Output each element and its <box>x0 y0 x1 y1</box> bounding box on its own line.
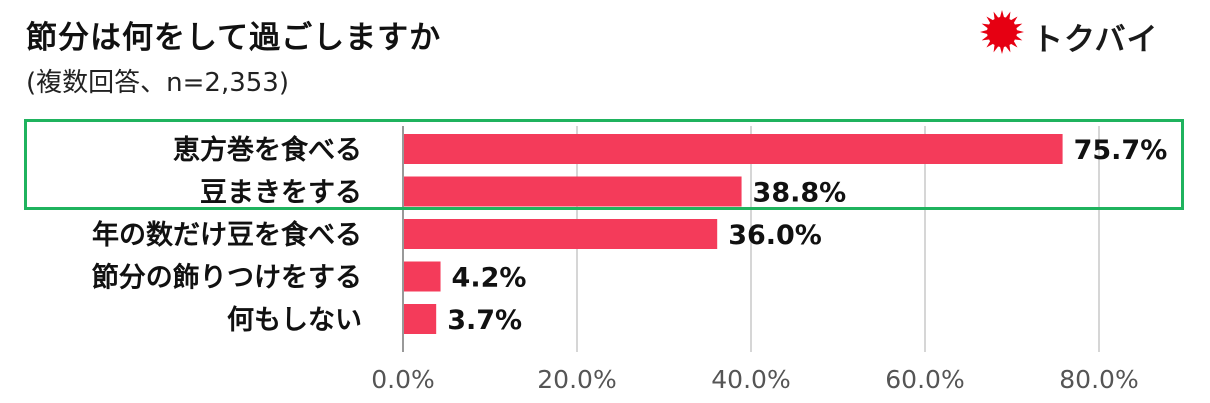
data-label: 38.8% <box>753 178 847 209</box>
logo-text: トクバイ <box>1032 22 1159 58</box>
x-tick-label: 0.0% <box>371 365 435 394</box>
chart-title: 節分は何をして過ごしますか <box>26 20 442 56</box>
category-label: 何もしない <box>227 305 362 336</box>
bar <box>404 219 718 249</box>
category-label: 年の数だけ豆を食べる <box>92 219 362 251</box>
red-sun-icon <box>980 10 1024 54</box>
bar <box>404 134 1063 164</box>
data-label: 75.7% <box>1074 135 1168 166</box>
x-tick-label: 80.0% <box>1059 365 1138 394</box>
brand-logo: トクバイ <box>978 8 1168 58</box>
x-tick-label: 40.0% <box>711 365 790 394</box>
category-label: 恵方巻を食べる <box>173 134 362 166</box>
bar <box>404 176 742 207</box>
chart-subtitle: (複数回答、n=2,353) <box>26 68 289 98</box>
category-label: 豆まきをする <box>200 178 362 209</box>
x-tick-label: 20.0% <box>537 365 616 394</box>
x-tick-label: 60.0% <box>885 365 964 394</box>
category-label: 節分の飾りつけをする <box>92 262 362 294</box>
bar <box>404 261 441 292</box>
highlight-box <box>24 119 1184 210</box>
data-label: 4.2% <box>452 263 527 294</box>
bar <box>404 304 437 334</box>
data-label: 3.7% <box>447 305 522 336</box>
data-label: 36.0% <box>728 220 822 251</box>
